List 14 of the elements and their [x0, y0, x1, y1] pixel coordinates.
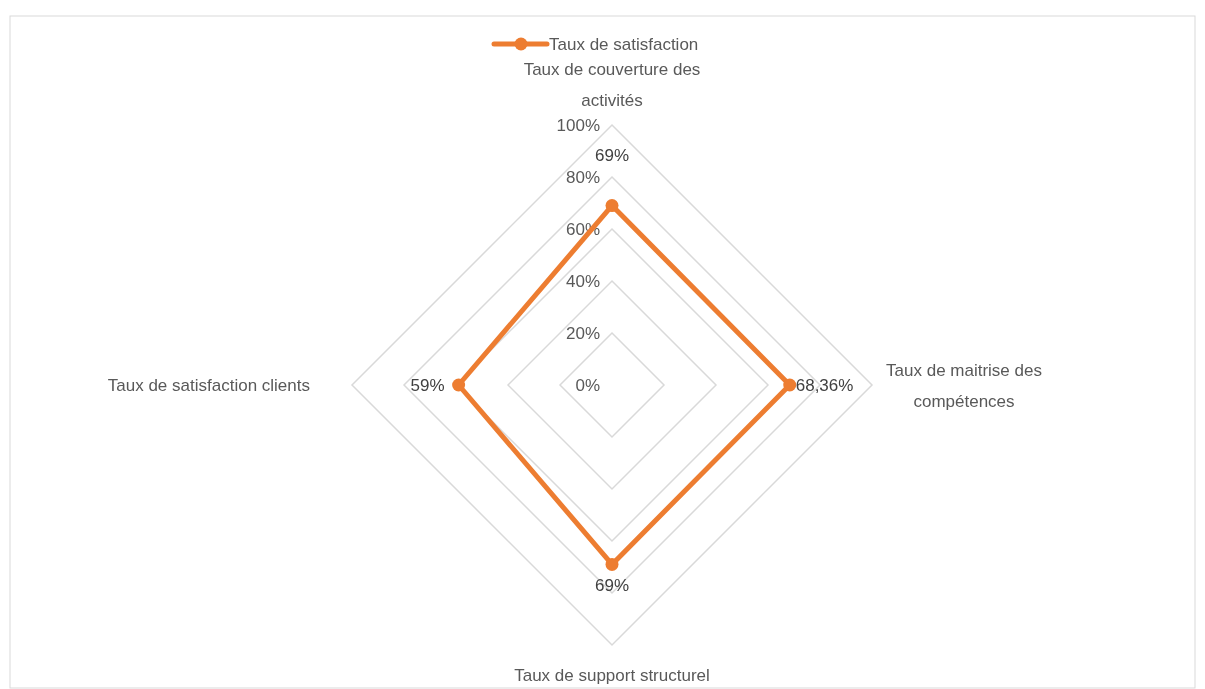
y-tick-label: 0%: [575, 375, 600, 395]
y-tick-label: 100%: [556, 115, 600, 135]
data-label: 69%: [594, 575, 630, 595]
spoke-label: Taux de couverture des activités: [523, 60, 701, 110]
data-label: 59%: [410, 375, 445, 395]
data-label: 69%: [594, 145, 630, 165]
y-tick-label: 20%: [565, 323, 600, 343]
spoke-label: Taux de maitrise des compétences: [886, 360, 1042, 411]
spoke-label: Taux de support structurel: [514, 666, 710, 685]
spoke-label: Taux de satisfaction clients: [107, 376, 310, 395]
y-tick-label: 40%: [565, 271, 600, 291]
y-tick-label: 80%: [565, 167, 600, 187]
data-label: 68,36%: [795, 375, 854, 395]
legend-label: Taux de satisfaction: [549, 34, 699, 54]
